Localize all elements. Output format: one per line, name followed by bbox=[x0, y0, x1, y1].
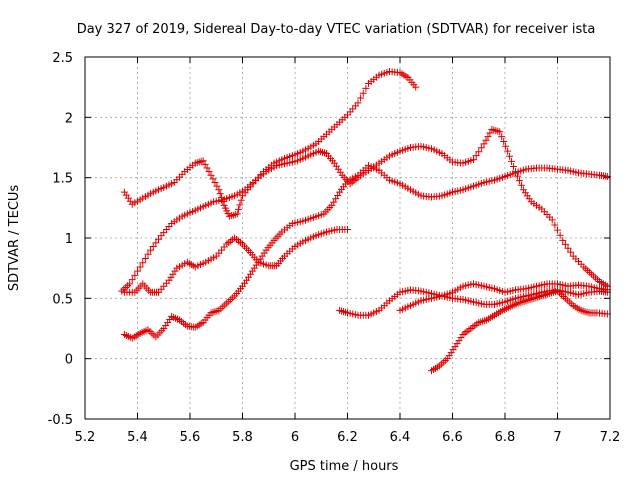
data-point bbox=[561, 240, 569, 248]
data-point bbox=[235, 205, 243, 213]
x-tick-label: 7.2 bbox=[600, 430, 621, 445]
data-point bbox=[205, 168, 213, 176]
data-point bbox=[203, 164, 211, 172]
data-point bbox=[126, 280, 134, 288]
plot-frame bbox=[84, 56, 611, 420]
data-point bbox=[359, 89, 367, 97]
data-point bbox=[515, 177, 523, 185]
data-point bbox=[152, 239, 160, 247]
y-axis-label: SDTVAR / TECUs bbox=[7, 185, 22, 292]
data-point bbox=[508, 157, 516, 165]
data-point bbox=[482, 136, 490, 144]
data-point bbox=[144, 250, 152, 258]
y-tick-label: 0.5 bbox=[52, 292, 73, 307]
x-tick-label: 6.6 bbox=[442, 430, 463, 445]
series-track-1 bbox=[120, 67, 420, 220]
data-point bbox=[199, 157, 207, 165]
data-point bbox=[344, 226, 351, 234]
data-point bbox=[139, 259, 147, 267]
data-point bbox=[475, 148, 483, 156]
data-points bbox=[118, 67, 611, 375]
data-point bbox=[498, 133, 506, 141]
data-point bbox=[559, 236, 567, 244]
data-point bbox=[354, 99, 362, 107]
x-tick-label: 7 bbox=[553, 430, 561, 445]
y-tick-label: 0 bbox=[65, 353, 73, 368]
data-point bbox=[357, 94, 365, 102]
series-track-4 bbox=[120, 162, 611, 342]
x-tick-label: 5.8 bbox=[232, 430, 253, 445]
data-point bbox=[484, 133, 492, 141]
chart-title: Day 327 of 2019, Sidereal Day-to-day VTE… bbox=[77, 22, 596, 37]
series-track-5 bbox=[336, 280, 611, 319]
data-point bbox=[216, 190, 224, 198]
x-tick-label: 5.2 bbox=[75, 430, 96, 445]
data-point bbox=[548, 216, 556, 224]
x-tick-label: 6.4 bbox=[390, 430, 411, 445]
data-point bbox=[480, 140, 488, 148]
data-point bbox=[233, 210, 241, 218]
data-point bbox=[128, 276, 136, 284]
y-tick-label: 1 bbox=[65, 232, 73, 247]
data-point bbox=[141, 255, 149, 263]
y-tick-label: 2 bbox=[65, 111, 73, 126]
data-point bbox=[147, 246, 155, 254]
data-point bbox=[554, 226, 561, 234]
data-point bbox=[502, 142, 510, 150]
data-point bbox=[149, 242, 157, 250]
data-point bbox=[213, 182, 221, 190]
x-tick-label: 5.4 bbox=[127, 430, 148, 445]
series-track-2 bbox=[118, 125, 611, 295]
data-point bbox=[215, 186, 223, 194]
data-point bbox=[131, 271, 139, 279]
data-point bbox=[236, 201, 244, 209]
data-point bbox=[362, 84, 370, 92]
data-point bbox=[506, 152, 514, 160]
grid-lines bbox=[85, 57, 610, 419]
data-point bbox=[551, 221, 559, 229]
y-tick-label: -0.5 bbox=[48, 413, 73, 428]
data-point bbox=[517, 181, 525, 189]
y-tick-label: 2.5 bbox=[52, 51, 73, 66]
data-point bbox=[556, 231, 564, 239]
x-tick-label: 6.2 bbox=[337, 430, 358, 445]
data-point bbox=[504, 147, 512, 155]
data-point bbox=[470, 156, 477, 164]
data-point bbox=[136, 263, 144, 271]
data-point bbox=[567, 248, 575, 256]
x-axis-label: GPS time / hours bbox=[290, 459, 399, 474]
data-point bbox=[510, 163, 518, 171]
data-point bbox=[486, 129, 494, 137]
data-point bbox=[207, 171, 215, 179]
data-point bbox=[477, 144, 485, 152]
y-tick-label: 1.5 bbox=[52, 172, 73, 187]
x-tick-label: 6 bbox=[291, 430, 299, 445]
x-tick-label: 5.6 bbox=[180, 430, 201, 445]
tick-labels: 5.2 5.4 5.6 5.8 6 6.2 6.4 6.6 6.8 7 7.2 -0.5 0 0.5 1 1.… bbox=[48, 51, 621, 445]
data-point bbox=[155, 235, 162, 243]
series-track-3 bbox=[120, 226, 351, 296]
data-point bbox=[472, 152, 480, 160]
series-track-7 bbox=[428, 287, 611, 375]
data-point bbox=[134, 267, 141, 275]
x-tick-label: 6.8 bbox=[495, 430, 516, 445]
data-point bbox=[237, 196, 245, 204]
data-point bbox=[201, 160, 209, 168]
data-point bbox=[209, 175, 217, 183]
data-point bbox=[564, 244, 572, 252]
data-point bbox=[496, 128, 504, 136]
data-point bbox=[500, 137, 508, 145]
data-point bbox=[412, 83, 420, 91]
series-track-6 bbox=[396, 286, 611, 314]
data-point bbox=[211, 178, 219, 186]
